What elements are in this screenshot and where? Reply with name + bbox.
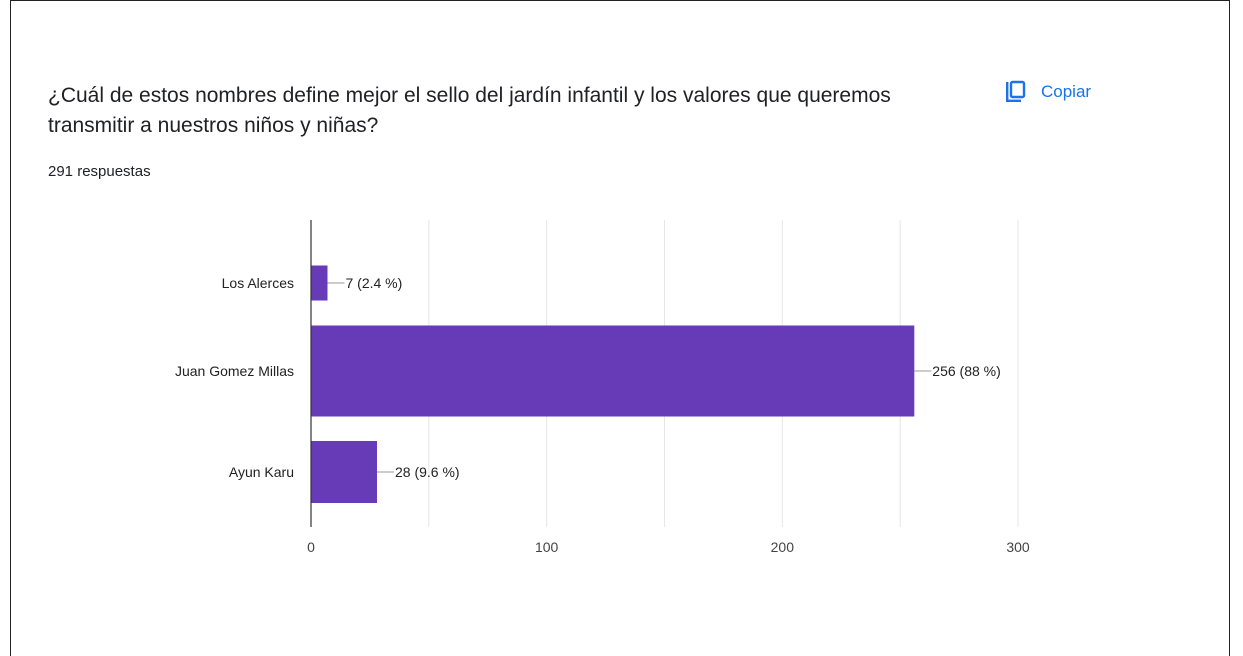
bar bbox=[311, 441, 377, 503]
question-title: ¿Cuál de estos nombres define mejor el s… bbox=[48, 84, 891, 137]
copy-button-label: Copiar bbox=[1041, 82, 1092, 101]
response-count: 291 respuestas bbox=[48, 163, 151, 180]
category-label: Ayun Karu bbox=[229, 464, 294, 480]
x-tick-label: 0 bbox=[307, 539, 315, 555]
bar bbox=[311, 325, 915, 417]
x-tick-label: 100 bbox=[535, 539, 559, 555]
data-label: 7 (2.4 %) bbox=[345, 275, 402, 291]
copy-button[interactable]: Copiar bbox=[1003, 77, 1091, 107]
bar bbox=[311, 265, 328, 301]
category-label: Juan Gomez Millas bbox=[175, 363, 294, 379]
x-tick-label: 300 bbox=[1006, 539, 1030, 555]
response-card: ¿Cuál de estos nombres define mejor el s… bbox=[10, 0, 1230, 656]
data-label: 256 (88 %) bbox=[932, 363, 1000, 379]
category-label: Los Alerces bbox=[222, 275, 294, 291]
data-label: 28 (9.6 %) bbox=[395, 464, 460, 480]
x-tick-label: 200 bbox=[771, 539, 795, 555]
copy-icon bbox=[1003, 80, 1027, 104]
